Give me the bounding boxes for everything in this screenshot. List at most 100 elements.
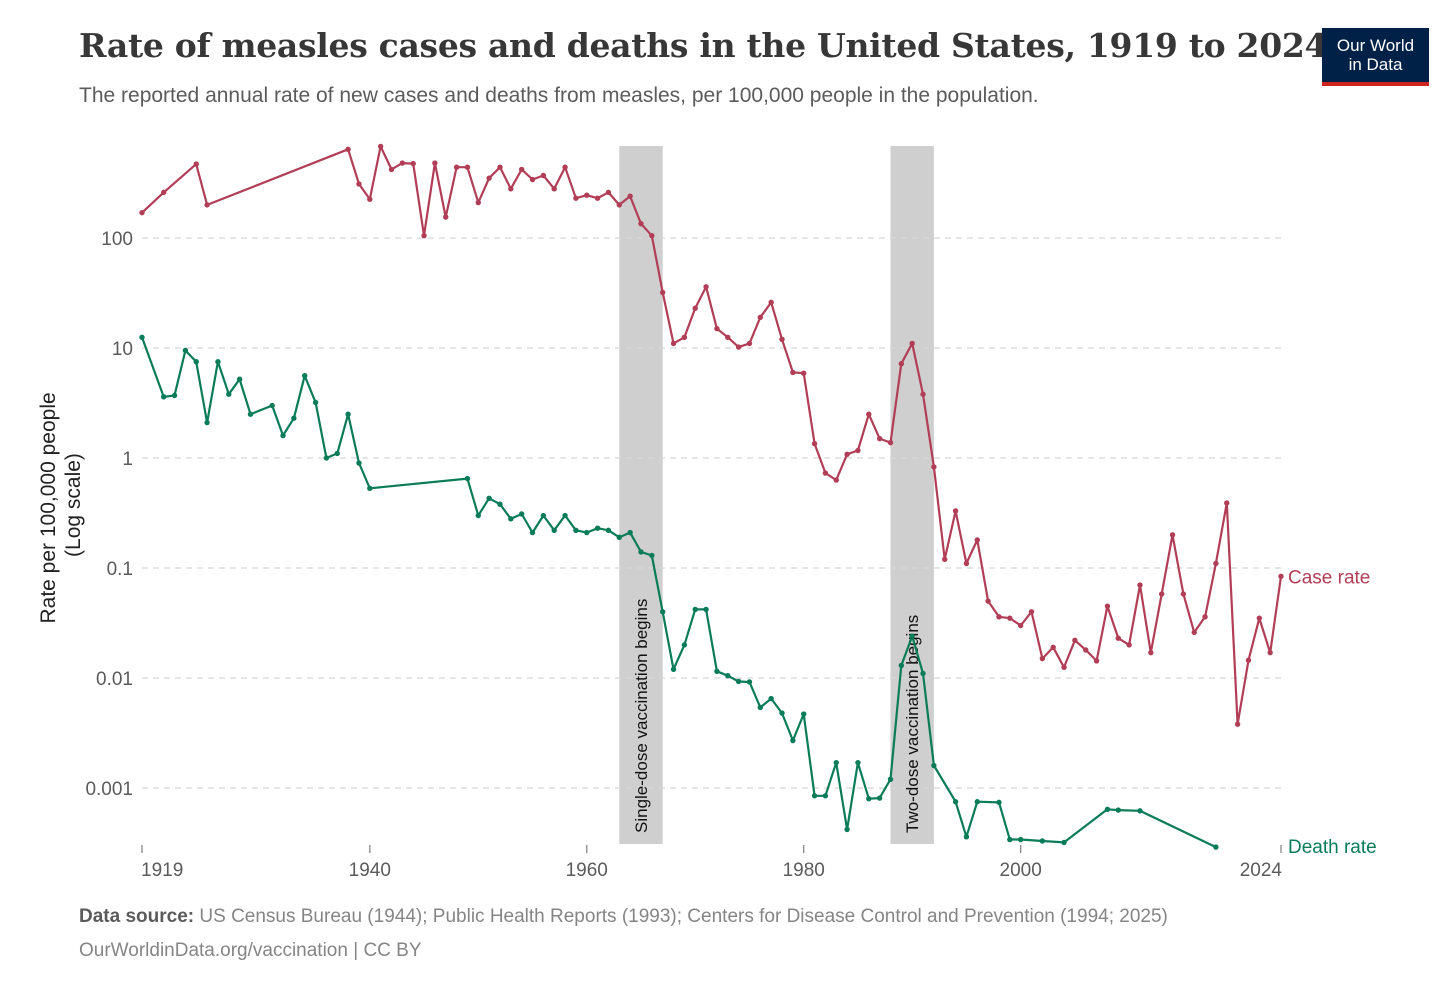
death-rate-point <box>312 399 319 406</box>
case-rate-point <box>1072 637 1078 644</box>
case-rate-point <box>855 447 861 454</box>
death-rate-point <box>247 411 254 417</box>
death-rate-point <box>323 455 330 461</box>
death-rate-point <box>790 737 796 744</box>
death-rate-point <box>649 552 655 559</box>
death-rate-point <box>291 415 297 421</box>
death-rate-point <box>518 511 525 517</box>
case-rate-point <box>432 160 438 166</box>
case-rate-point <box>1191 629 1197 636</box>
death-rate-point <box>1115 807 1121 813</box>
death-rate-point <box>996 799 1002 806</box>
death-rate-point <box>659 609 666 615</box>
death-rate-point <box>703 606 709 613</box>
case-rate-point <box>399 160 406 166</box>
death-rate-point <box>486 495 492 502</box>
owid-logo[interactable]: Our World in Data <box>1322 28 1429 86</box>
death-rate-point <box>182 347 189 354</box>
annotation-band-2 <box>890 146 934 844</box>
case-rate-point <box>1104 603 1111 609</box>
death-rate-point <box>768 695 774 702</box>
case-rate-point <box>1180 591 1187 597</box>
case-rate-point <box>746 340 753 347</box>
case-rate-point <box>497 164 503 170</box>
series-labels: Case rate Death rate <box>1288 567 1377 858</box>
death-rate-point <box>334 450 340 457</box>
case-rate-point <box>681 334 688 341</box>
case-rate-point <box>605 189 612 196</box>
death-rate-label: Death rate <box>1288 837 1377 858</box>
case-rate-point <box>757 314 764 321</box>
x-tick-label: 1960 <box>566 860 608 881</box>
chart-canvas: 100 10 1 0.1 0.01 0.001 1919 1940 1960 1980 2000 2… <box>37 143 1377 881</box>
case-rate-point <box>356 181 362 187</box>
case-rate-point <box>1017 622 1024 629</box>
case-rate-point <box>573 195 579 201</box>
death-rate-point <box>236 376 243 382</box>
y-tick-label: 0.01 <box>96 669 133 690</box>
death-rate-point <box>475 512 481 519</box>
death-rate-point <box>866 795 872 802</box>
case-rate-point <box>388 166 395 173</box>
case-rate-point <box>866 411 872 417</box>
logo-line-1: Our World <box>1336 36 1415 55</box>
case-rate-point <box>1061 664 1067 671</box>
case-rate-point <box>1083 647 1089 653</box>
case-rate-point <box>204 202 210 208</box>
chart-title: Rate of measles cases and deaths in the … <box>79 26 1328 65</box>
case-rate-point <box>193 161 199 167</box>
y-tick-label: 100 <box>101 229 133 250</box>
case-rate-point <box>139 209 145 216</box>
death-rate-point <box>1007 836 1013 843</box>
case-rate-point <box>920 391 926 397</box>
case-rate-point <box>692 305 698 311</box>
case-rate-point <box>887 439 894 446</box>
death-rate-line <box>140 336 1217 849</box>
death-rate-point <box>909 633 915 639</box>
case-rate-point <box>735 344 742 350</box>
death-rate-point <box>497 501 503 507</box>
source-link[interactable]: OurWorldinData.org/vaccination <box>79 940 348 961</box>
annotation-bands <box>619 146 934 844</box>
case-rate-point <box>508 186 514 192</box>
case-rate-point <box>584 192 590 198</box>
death-rate-point <box>529 529 536 536</box>
death-rate-point <box>367 485 373 492</box>
case-rate-point <box>659 289 666 296</box>
annotation-label-2: Two-dose vaccination begins <box>903 615 922 833</box>
case-rate-point <box>160 189 167 196</box>
case-rate-point <box>562 164 568 170</box>
case-rate-point <box>486 175 492 181</box>
y-tick-label: 0.001 <box>85 779 133 800</box>
gridlines <box>142 237 1281 789</box>
death-rate-point <box>833 759 839 766</box>
case-rate-point <box>963 560 970 567</box>
case-rate-point <box>670 340 677 347</box>
case-rate-point <box>518 166 525 173</box>
case-rate-point <box>1213 560 1219 567</box>
case-rate-point <box>627 193 633 199</box>
case-rate-point <box>1050 644 1056 651</box>
case-rate-point <box>703 284 709 290</box>
death-rate-point <box>616 534 622 541</box>
death-rate-point <box>269 402 275 409</box>
license-text: | CC BY <box>347 940 422 961</box>
death-rate-point <box>920 670 926 677</box>
case-rate-point <box>1093 658 1100 664</box>
case-rate-point <box>790 369 796 376</box>
x-tick-label: 2024 <box>1240 860 1283 881</box>
y-tick-label: 0.1 <box>107 559 133 580</box>
case-rate-point <box>909 340 915 347</box>
death-rate-point <box>638 549 644 555</box>
annotation-label-1: Single-dose vaccination begins <box>632 599 651 833</box>
death-rate-point <box>714 668 720 675</box>
death-rate-point <box>215 359 221 365</box>
annotation-band-1 <box>619 146 663 844</box>
death-rate-point <box>974 799 980 805</box>
case-rate-point <box>1126 642 1132 648</box>
death-rate-point <box>898 662 905 669</box>
death-rate-point <box>692 606 698 613</box>
case-rate-point <box>475 199 481 206</box>
case-rate-point <box>1137 582 1143 588</box>
death-rate-point <box>811 793 818 799</box>
